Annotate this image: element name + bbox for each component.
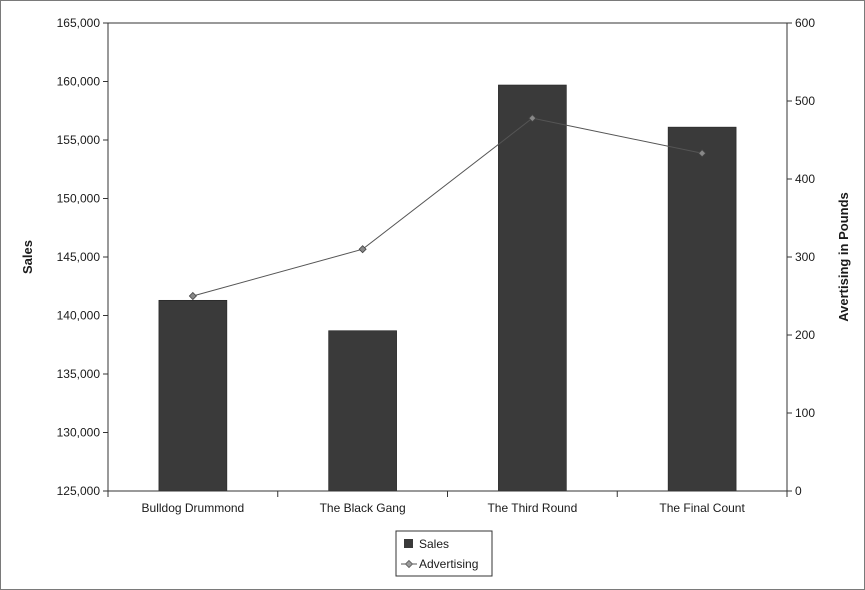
y-tick-label: 130,000: [57, 426, 101, 440]
legend-sales-label: Sales: [419, 537, 449, 551]
y2-tick-label: 300: [795, 250, 815, 264]
y2-axis-title: Avertising in Pounds: [836, 192, 851, 322]
y-tick-label: 155,000: [57, 133, 101, 147]
y-tick-label: 160,000: [57, 75, 101, 89]
y2-tick-label: 0: [795, 484, 802, 498]
y2-tick-label: 100: [795, 406, 815, 420]
y2-tick-label: 600: [795, 16, 815, 30]
line-advertising: [192, 117, 703, 297]
y2-tick-label: 400: [795, 172, 815, 186]
legend: Sales Advertising: [395, 530, 493, 577]
legend-box: [395, 530, 493, 577]
y-tick-label: 140,000: [57, 309, 101, 323]
plot-area: 125,000 130,000 135,000 140,000 145,000 150,0…: [57, 16, 816, 515]
y-tick-label: 150,000: [57, 192, 101, 206]
legend-advertising-label: Advertising: [419, 557, 478, 571]
y-tick-label: 165,000: [57, 16, 101, 30]
y2-tick-label: 500: [795, 94, 815, 108]
x-tick-label: The Black Gang: [320, 501, 406, 515]
bar-sales-3: [498, 84, 567, 492]
bar-sales-2: [328, 330, 397, 492]
x-tick-label: Bulldog Drummond: [142, 501, 245, 515]
y2-tick-label: 200: [795, 328, 815, 342]
y-tick-label: 145,000: [57, 250, 101, 264]
bar-sales-1: [158, 299, 228, 492]
point-advertising-1: [188, 291, 197, 301]
y-axis-title: Sales: [20, 240, 35, 274]
x-tick-label: The Third Round: [487, 501, 577, 515]
y-tick-label: 135,000: [57, 367, 101, 381]
x-tick-label: The Final Count: [659, 501, 745, 515]
point-advertising-2: [358, 245, 367, 254]
legend-sales-swatch: [404, 539, 413, 548]
bar-sales-4: [667, 126, 737, 492]
y-tick-label: 125,000: [57, 484, 101, 498]
point-advertising-3: [528, 114, 537, 123]
point-advertising-4: [698, 149, 707, 158]
legend-advertising-marker: [404, 559, 414, 569]
